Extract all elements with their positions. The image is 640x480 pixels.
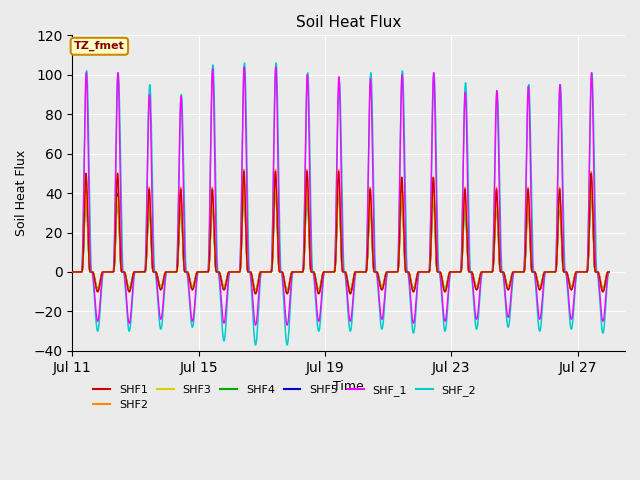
Legend: SHF1, SHF2, SHF3, SHF4, SHF5, SHF_1, SHF_2: SHF1, SHF2, SHF3, SHF4, SHF5, SHF_1, SHF…	[89, 380, 481, 415]
Y-axis label: Soil Heat Flux: Soil Heat Flux	[15, 150, 28, 236]
X-axis label: Time: Time	[333, 380, 364, 393]
Text: TZ_fmet: TZ_fmet	[74, 41, 125, 51]
Title: Soil Heat Flux: Soil Heat Flux	[296, 15, 401, 30]
